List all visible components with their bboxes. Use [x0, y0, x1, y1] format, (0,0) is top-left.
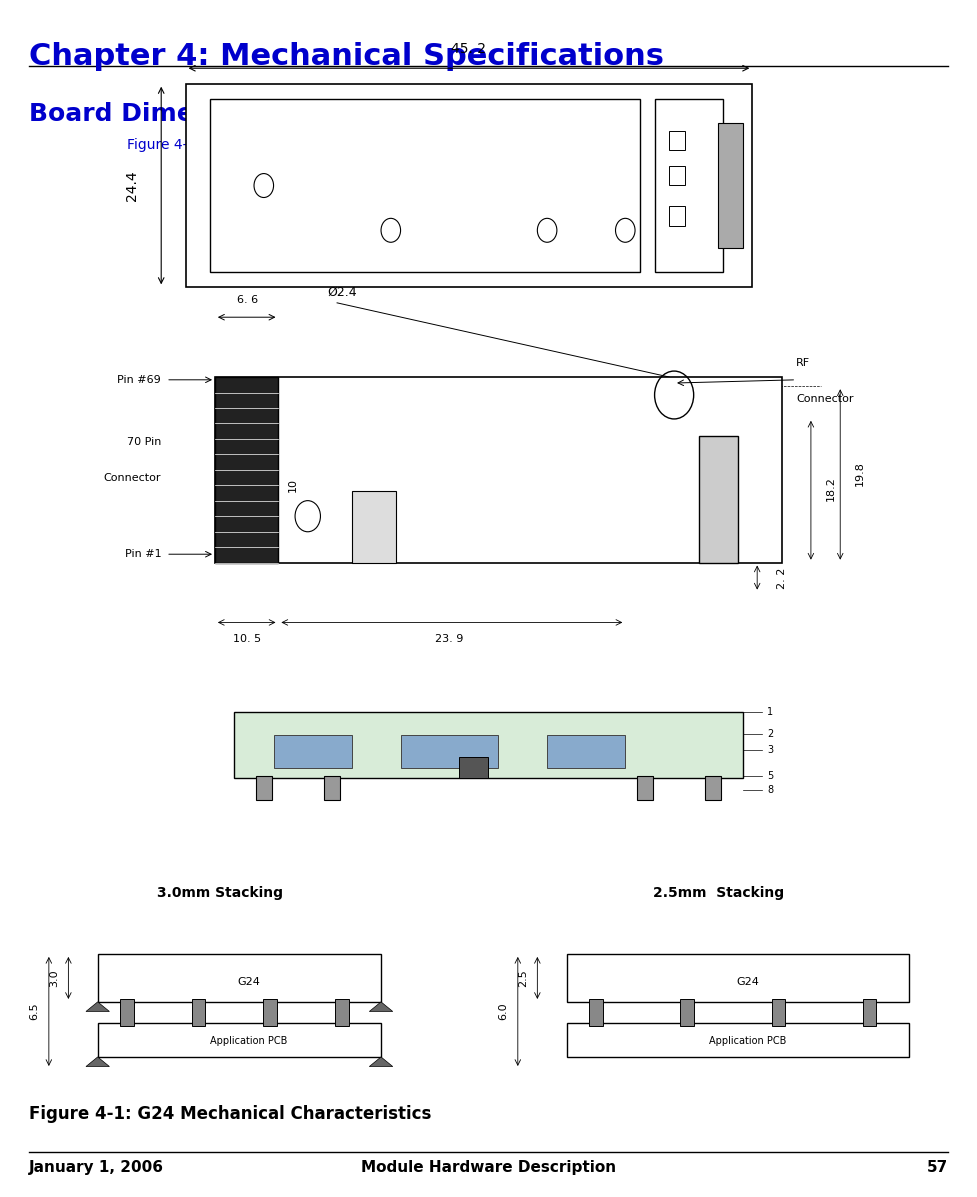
- Text: 19.8: 19.8: [855, 461, 865, 486]
- Text: 45. 2: 45. 2: [451, 42, 487, 56]
- Text: describes the G24 mechanical characteristics.: describes the G24 mechanical characteris…: [201, 138, 527, 152]
- FancyBboxPatch shape: [863, 999, 876, 1026]
- FancyBboxPatch shape: [637, 776, 653, 800]
- Text: 24.4: 24.4: [125, 170, 139, 201]
- Text: Ø2.4: Ø2.4: [327, 286, 357, 299]
- Text: 2: 2: [767, 729, 773, 739]
- Text: 2.5mm  Stacking: 2.5mm Stacking: [653, 886, 784, 900]
- Text: 70 Pin: 70 Pin: [127, 437, 161, 446]
- Text: 6.5: 6.5: [29, 1003, 39, 1020]
- Text: 6.0: 6.0: [498, 1003, 508, 1020]
- Text: 5: 5: [767, 771, 773, 780]
- Text: 8: 8: [767, 785, 773, 795]
- Text: Pin #1: Pin #1: [125, 549, 161, 559]
- FancyBboxPatch shape: [669, 206, 685, 225]
- FancyBboxPatch shape: [680, 999, 694, 1026]
- Polygon shape: [369, 1002, 393, 1011]
- Text: 10. 5: 10. 5: [234, 634, 261, 644]
- FancyBboxPatch shape: [567, 954, 909, 1002]
- FancyBboxPatch shape: [547, 735, 625, 768]
- FancyBboxPatch shape: [264, 999, 277, 1026]
- Text: 23. 9: 23. 9: [435, 634, 464, 644]
- FancyBboxPatch shape: [459, 757, 488, 778]
- FancyBboxPatch shape: [352, 491, 396, 563]
- FancyBboxPatch shape: [186, 84, 752, 287]
- FancyBboxPatch shape: [335, 999, 349, 1026]
- Text: 1: 1: [767, 707, 773, 717]
- Polygon shape: [86, 1057, 109, 1067]
- Text: Board Dimensions: Board Dimensions: [29, 102, 285, 126]
- FancyBboxPatch shape: [98, 1023, 381, 1057]
- Text: RF: RF: [796, 358, 810, 367]
- FancyBboxPatch shape: [215, 377, 278, 563]
- FancyBboxPatch shape: [191, 999, 205, 1026]
- Text: Application PCB: Application PCB: [210, 1037, 288, 1046]
- FancyBboxPatch shape: [324, 776, 340, 800]
- Text: 3: 3: [767, 745, 773, 754]
- FancyBboxPatch shape: [256, 776, 272, 800]
- Text: 10: 10: [288, 478, 298, 492]
- Text: 57: 57: [926, 1160, 948, 1175]
- FancyBboxPatch shape: [699, 436, 738, 563]
- FancyBboxPatch shape: [669, 132, 685, 151]
- FancyBboxPatch shape: [567, 1023, 909, 1057]
- Text: Application PCB: Application PCB: [708, 1037, 786, 1046]
- FancyBboxPatch shape: [705, 776, 721, 800]
- FancyBboxPatch shape: [401, 735, 498, 768]
- Text: G24: G24: [736, 977, 759, 986]
- Text: G24: G24: [237, 977, 261, 986]
- FancyBboxPatch shape: [772, 999, 786, 1026]
- Text: 2. 2: 2. 2: [777, 567, 786, 589]
- Text: Figure 4-1: G24 Mechanical Characteristics: Figure 4-1: G24 Mechanical Characteristi…: [29, 1105, 432, 1123]
- Polygon shape: [86, 1002, 109, 1011]
- FancyBboxPatch shape: [120, 999, 134, 1026]
- Text: Connector: Connector: [104, 473, 161, 484]
- Text: 2.5: 2.5: [518, 970, 528, 986]
- Text: Chapter 4: Mechanical Specifications: Chapter 4: Mechanical Specifications: [29, 42, 664, 71]
- FancyBboxPatch shape: [669, 166, 685, 184]
- Polygon shape: [369, 1057, 393, 1067]
- Text: 18.2: 18.2: [826, 476, 835, 500]
- FancyBboxPatch shape: [274, 735, 352, 768]
- Text: Pin #69: Pin #69: [117, 375, 161, 384]
- Text: Module Hardware Description: Module Hardware Description: [361, 1160, 616, 1175]
- Text: Figure 4-1: Figure 4-1: [127, 138, 196, 152]
- FancyBboxPatch shape: [210, 99, 640, 272]
- FancyBboxPatch shape: [215, 377, 782, 563]
- Text: 3.0: 3.0: [49, 970, 59, 986]
- FancyBboxPatch shape: [655, 99, 723, 272]
- Text: Connector: Connector: [796, 395, 854, 405]
- FancyBboxPatch shape: [589, 999, 603, 1026]
- Text: 3.0mm Stacking: 3.0mm Stacking: [157, 886, 282, 900]
- Text: January 1, 2006: January 1, 2006: [29, 1160, 164, 1175]
- Text: 6. 6: 6. 6: [236, 296, 258, 305]
- FancyBboxPatch shape: [234, 712, 743, 778]
- FancyBboxPatch shape: [98, 954, 381, 1002]
- FancyBboxPatch shape: [718, 123, 743, 248]
